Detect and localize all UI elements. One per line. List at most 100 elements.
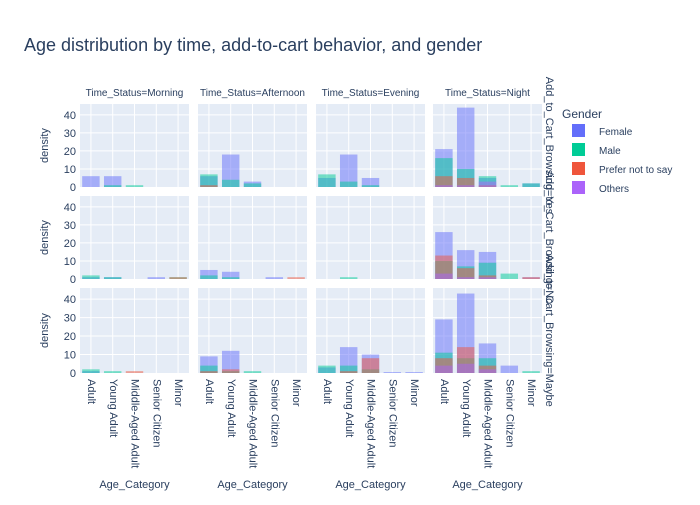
facet-col-label: Time_Status=Evening bbox=[322, 88, 420, 99]
bar[interactable] bbox=[221, 350, 240, 373]
bar[interactable] bbox=[339, 371, 358, 373]
y-axis-title: density bbox=[39, 220, 51, 255]
facet-row-label: Add_to_Cart_Browsing=Maybe bbox=[543, 254, 555, 407]
bar[interactable] bbox=[456, 185, 475, 187]
bar[interactable] bbox=[243, 371, 262, 373]
x-tick-label: Middle-Aged Adult bbox=[482, 379, 494, 468]
y-tick-label: 0 bbox=[70, 182, 76, 194]
x-tick-label: Minor bbox=[408, 379, 420, 407]
bar[interactable] bbox=[200, 365, 218, 373]
y-tick-label: 20 bbox=[64, 331, 76, 343]
legend-title: Gender bbox=[562, 107, 602, 121]
legend[interactable]: Gender Female Male Prefer not to say Others bbox=[562, 107, 672, 195]
bar[interactable] bbox=[361, 185, 380, 187]
bar[interactable] bbox=[103, 277, 122, 279]
bar[interactable] bbox=[103, 371, 122, 373]
bar[interactable] bbox=[200, 371, 218, 373]
legend-item[interactable]: Others bbox=[572, 181, 629, 195]
bar[interactable] bbox=[200, 269, 218, 279]
bar[interactable] bbox=[147, 277, 166, 279]
bar[interactable] bbox=[478, 262, 497, 279]
bar[interactable] bbox=[456, 277, 475, 279]
y-tick-label: 10 bbox=[64, 256, 76, 268]
bar[interactable] bbox=[456, 363, 475, 373]
legend-item[interactable]: Prefer not to say bbox=[572, 162, 672, 176]
bar[interactable] bbox=[435, 255, 453, 279]
bar[interactable] bbox=[435, 365, 453, 373]
bar[interactable] bbox=[221, 369, 240, 373]
bar[interactable] bbox=[125, 371, 144, 373]
legend-swatch bbox=[572, 124, 585, 137]
bar[interactable] bbox=[478, 181, 497, 187]
bar[interactable] bbox=[318, 174, 336, 187]
bar[interactable] bbox=[435, 176, 453, 187]
bar[interactable] bbox=[478, 277, 497, 279]
bar[interactable] bbox=[82, 369, 100, 373]
legend-item[interactable]: Male bbox=[572, 143, 621, 157]
bar[interactable] bbox=[383, 372, 402, 373]
facet-panels: 0 10 20 30 40 density 0 10 20 30 40 density 0 10 20 30 4… bbox=[39, 77, 555, 491]
bar[interactable] bbox=[221, 277, 240, 279]
bar[interactable] bbox=[339, 154, 358, 187]
bar[interactable] bbox=[435, 273, 453, 279]
bar[interactable] bbox=[82, 176, 100, 187]
bar[interactable] bbox=[318, 365, 336, 373]
y-tick-label: 20 bbox=[64, 238, 76, 250]
bar[interactable] bbox=[405, 372, 423, 373]
bar[interactable] bbox=[456, 177, 475, 187]
bar[interactable] bbox=[456, 268, 475, 279]
x-tick-label: Senior Citizen bbox=[386, 379, 398, 447]
legend-item[interactable]: Female bbox=[572, 124, 633, 138]
x-axis-title: Age_Category bbox=[99, 479, 170, 491]
bar[interactable] bbox=[500, 185, 519, 187]
x-tick-label: Senior Citizen bbox=[150, 379, 162, 447]
chart-title: Age distribution by time, add-to-cart be… bbox=[24, 35, 482, 55]
bar[interactable] bbox=[243, 183, 262, 187]
facet-col-label: Time_Status=Night bbox=[445, 88, 530, 99]
facet-col-label: Time_Status=Afternoon bbox=[200, 88, 305, 99]
bar[interactable] bbox=[125, 185, 144, 187]
legend-label: Male bbox=[599, 146, 621, 157]
bar[interactable] bbox=[221, 271, 240, 279]
bar[interactable] bbox=[522, 371, 540, 373]
bar[interactable] bbox=[456, 107, 475, 187]
legend-label: Others bbox=[599, 184, 629, 195]
bar[interactable] bbox=[361, 177, 380, 187]
x-tick-label: Minor bbox=[525, 379, 537, 407]
bar[interactable] bbox=[200, 275, 218, 279]
bar[interactable] bbox=[339, 365, 358, 373]
bar[interactable] bbox=[287, 277, 305, 279]
y-tick-label: 10 bbox=[64, 350, 76, 362]
bar[interactable] bbox=[265, 277, 284, 279]
x-tick-label: Senior Citizen bbox=[268, 379, 280, 447]
legend-swatch bbox=[572, 162, 585, 175]
bar[interactable] bbox=[169, 277, 187, 279]
bar[interactable] bbox=[221, 179, 240, 187]
bar[interactable] bbox=[361, 358, 380, 373]
x-tick-label: Adult bbox=[321, 379, 333, 404]
x-axis-title: Age_Category bbox=[335, 479, 406, 491]
bar[interactable] bbox=[500, 273, 519, 279]
bar[interactable] bbox=[435, 185, 453, 187]
bar[interactable] bbox=[500, 365, 519, 373]
bar[interactable] bbox=[339, 277, 358, 279]
y-tick-label: 10 bbox=[64, 164, 76, 176]
bar[interactable] bbox=[103, 185, 122, 187]
bar[interactable] bbox=[200, 174, 218, 187]
bar[interactable] bbox=[200, 185, 218, 187]
bar[interactable] bbox=[522, 277, 540, 279]
x-tick-label: Minor bbox=[172, 379, 184, 407]
bar[interactable] bbox=[103, 176, 122, 187]
bar[interactable] bbox=[339, 181, 358, 187]
bar[interactable] bbox=[478, 369, 497, 373]
y-tick-label: 0 bbox=[70, 274, 76, 286]
x-axis-title: Age_Category bbox=[217, 479, 288, 491]
x-tick-label: Young Adult bbox=[107, 379, 119, 437]
bar[interactable] bbox=[82, 275, 100, 279]
y-axis-title: density bbox=[39, 313, 51, 348]
bar[interactable] bbox=[221, 154, 240, 187]
bar[interactable] bbox=[522, 183, 540, 187]
legend-label: Prefer not to say bbox=[599, 165, 672, 176]
